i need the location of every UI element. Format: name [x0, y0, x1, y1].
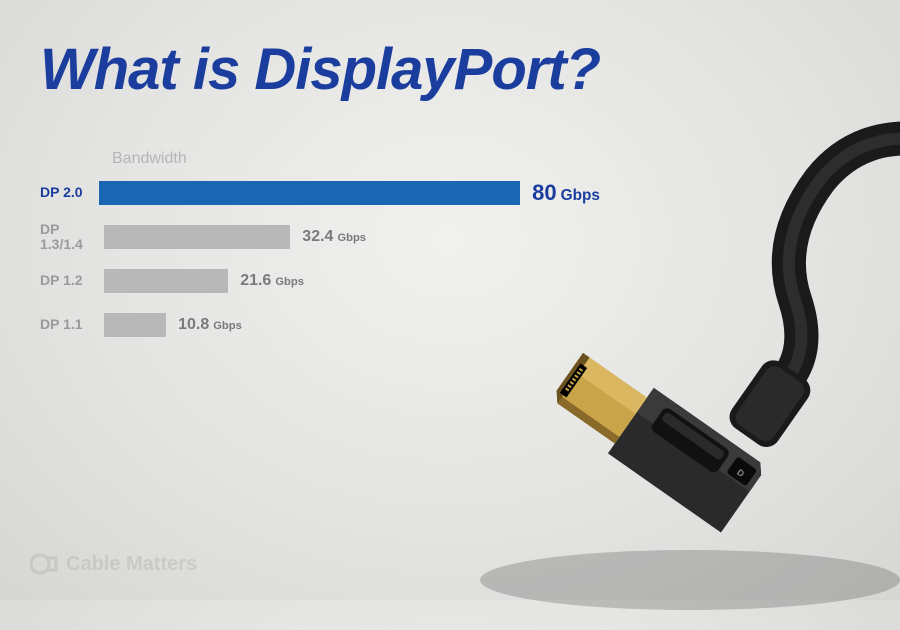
row-bar — [104, 269, 228, 293]
row-value: 32.4Gbps — [302, 228, 366, 246]
row-bar — [104, 313, 166, 337]
row-value: 21.6Gbps — [240, 272, 304, 290]
displayport-cable-icon: D — [370, 110, 900, 630]
row-bar — [104, 225, 290, 249]
page-title: What is DisplayPort? — [40, 36, 600, 103]
row-value: 10.8Gbps — [178, 316, 242, 334]
row-label: DP 1.1 — [40, 317, 104, 332]
row-label: DP 1.3/1.4 — [40, 222, 104, 253]
brand-name: Cable Matters — [66, 553, 197, 576]
brand-watermark: Cable Matters — [30, 550, 197, 578]
row-label: DP 1.2 — [40, 273, 104, 288]
brand-logo-icon — [30, 550, 58, 578]
row-label: DP 2.0 — [40, 185, 99, 200]
